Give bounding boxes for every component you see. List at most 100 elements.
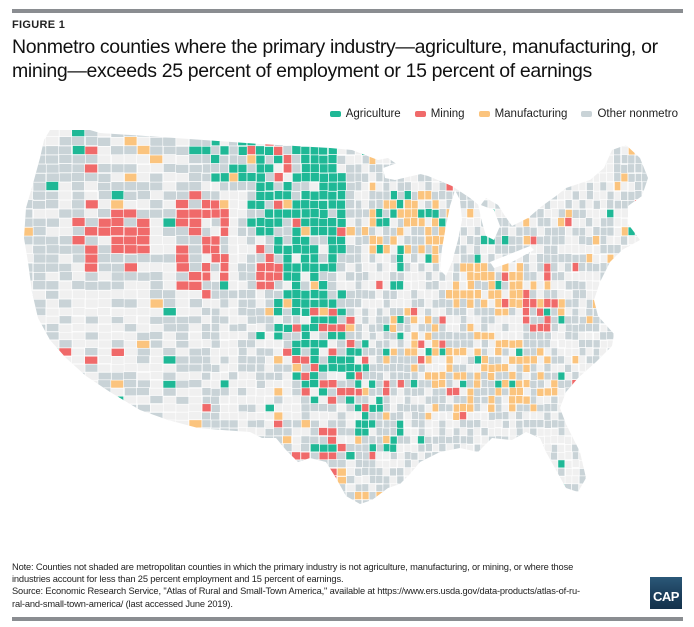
county-other <box>438 208 447 218</box>
county-agriculture <box>635 420 643 429</box>
county-other <box>557 271 565 282</box>
county-other <box>656 500 663 508</box>
county-metro <box>282 355 293 365</box>
county-other <box>176 467 190 477</box>
source-line-1[interactable]: Source: Economic Research Service, "Atla… <box>12 586 580 597</box>
county-metro <box>599 404 608 413</box>
county-agriculture <box>291 262 302 273</box>
county-manufacturing <box>480 363 489 373</box>
county-other <box>424 200 433 210</box>
county-other <box>336 451 346 461</box>
county-metro <box>466 163 475 174</box>
county-other <box>336 499 347 504</box>
county-metro <box>445 419 454 429</box>
county-other <box>396 272 405 282</box>
county-metro <box>613 355 622 364</box>
county-metro <box>20 508 33 516</box>
county-metro <box>98 235 112 246</box>
county-metro <box>572 499 580 504</box>
county-agriculture <box>649 340 656 348</box>
county-metro <box>45 379 60 389</box>
county-other <box>543 372 552 381</box>
county-manufacturing <box>494 298 503 308</box>
county-manufacturing <box>445 363 454 373</box>
county-other <box>389 419 398 429</box>
county-mining <box>110 226 125 236</box>
county-manufacturing <box>649 324 656 332</box>
county-other <box>529 467 538 477</box>
county-metro <box>452 499 461 504</box>
county-metro <box>162 451 177 461</box>
source-line-2[interactable]: ral-and-small-town-america/ (last access… <box>12 598 233 609</box>
county-metro <box>536 244 545 254</box>
county-metro <box>84 323 99 333</box>
county-other <box>163 443 177 453</box>
county-agriculture <box>309 299 320 309</box>
county-other <box>71 475 86 485</box>
county-other <box>410 403 418 413</box>
county-other <box>627 363 635 373</box>
legend-item-mining: Mining <box>414 108 465 120</box>
county-other <box>282 332 293 341</box>
county-mining <box>201 209 212 219</box>
county-metro <box>123 200 137 210</box>
county-other <box>219 163 229 174</box>
county-other <box>210 263 220 273</box>
county-manufacturing <box>375 491 384 500</box>
county-metro <box>473 315 482 325</box>
county-metro <box>318 419 329 429</box>
county-other <box>431 331 440 341</box>
county-other <box>255 209 266 219</box>
county-metro <box>389 244 398 255</box>
county-other <box>189 298 203 308</box>
county-metro <box>466 412 475 421</box>
county-other <box>255 484 266 493</box>
county-metro <box>585 280 594 291</box>
county-other <box>488 130 496 138</box>
county-other <box>97 163 112 173</box>
county-other <box>345 164 356 174</box>
county-other <box>452 452 461 461</box>
county-other <box>551 226 559 237</box>
county-other <box>188 363 203 373</box>
county-metro <box>202 298 212 309</box>
county-metro <box>417 476 426 485</box>
county-other <box>425 281 433 291</box>
county-agriculture <box>309 272 320 282</box>
county-metro <box>24 190 34 201</box>
county-metro <box>318 395 328 405</box>
county-other <box>176 190 190 201</box>
county-other <box>543 403 552 413</box>
county-other <box>32 355 47 365</box>
county-metro <box>557 499 566 504</box>
county-manufacturing <box>149 435 164 444</box>
county-agriculture <box>282 271 293 282</box>
county-other <box>424 436 433 445</box>
county-agriculture <box>310 289 320 299</box>
county-agriculture <box>291 136 302 147</box>
county-metro <box>24 181 34 192</box>
county-manufacturing <box>516 289 524 299</box>
county-other <box>273 427 283 437</box>
county-other <box>515 435 524 445</box>
county-metro <box>501 208 510 219</box>
county-other <box>495 403 503 413</box>
county-mining <box>176 209 190 219</box>
county-metro <box>265 459 275 469</box>
county-other <box>149 145 164 156</box>
county-metro <box>238 508 247 516</box>
county-manufacturing <box>508 298 517 308</box>
county-other <box>585 163 594 173</box>
county-agriculture <box>424 208 433 218</box>
county-metro <box>188 427 202 437</box>
county-metro <box>188 307 203 317</box>
county-manufacturing <box>473 272 482 282</box>
county-metro <box>522 280 531 291</box>
county-other <box>98 190 112 200</box>
county-other <box>110 145 124 156</box>
county-metro <box>136 411 151 421</box>
county-metro <box>439 307 447 317</box>
county-metro <box>585 467 594 476</box>
county-other <box>585 483 594 493</box>
county-other <box>264 130 274 138</box>
